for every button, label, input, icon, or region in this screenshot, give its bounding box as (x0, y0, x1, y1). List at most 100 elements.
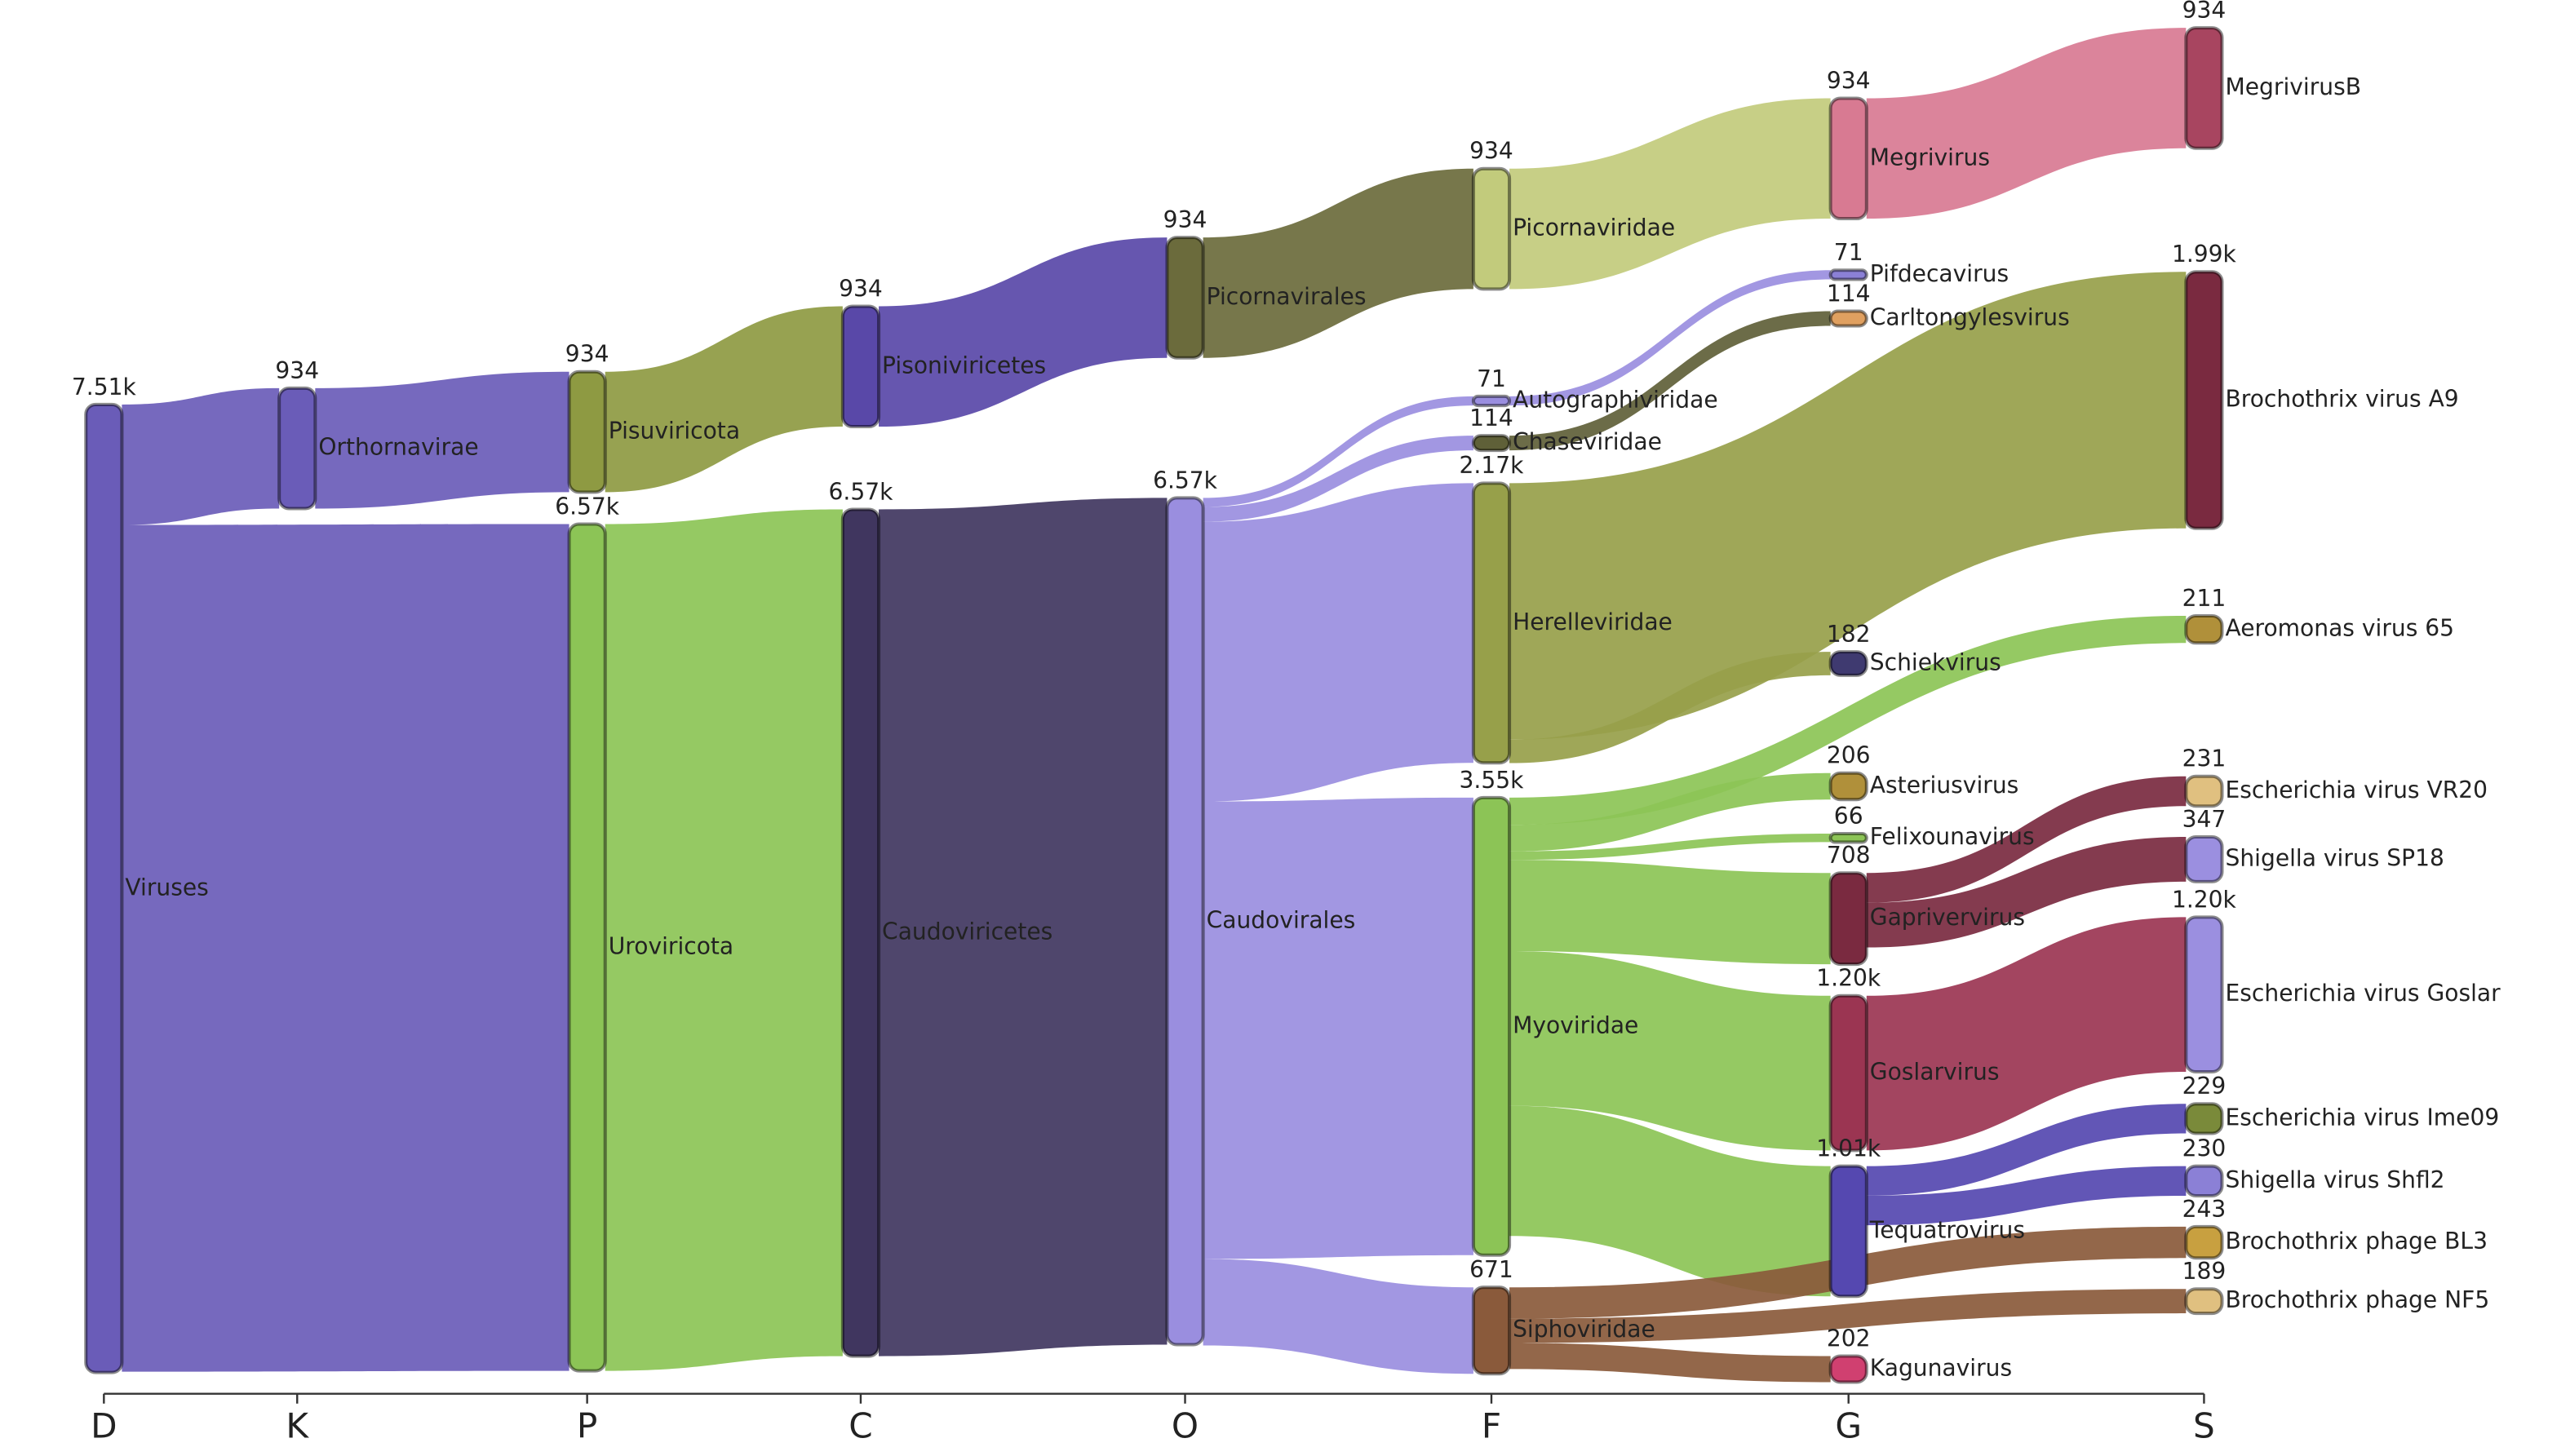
node (567, 370, 607, 494)
node-value: 708 (1827, 842, 1871, 869)
node-label: Picornaviridae (1513, 215, 1675, 241)
node-value: 1.20k (2172, 886, 2237, 913)
node-value: 229 (2182, 1073, 2227, 1100)
link (1203, 168, 1473, 358)
node-value: 934 (1827, 67, 1871, 94)
link (1509, 951, 1831, 1151)
node-label: Tequatrovirus (1869, 1216, 2025, 1243)
axis-label: G (1835, 1405, 1862, 1445)
node (2184, 915, 2224, 1074)
node-label: Goslarvirus (1870, 1059, 2000, 1086)
link (1203, 797, 1473, 1259)
node-label: Shigella virus Shfl2 (2226, 1166, 2445, 1193)
link (879, 498, 1168, 1356)
node (1828, 871, 1868, 967)
links (122, 28, 2187, 1383)
link (1509, 860, 1831, 965)
node-value: 202 (1827, 1325, 1871, 1352)
node-label: Picornavirales (1207, 283, 1367, 310)
nodes (84, 26, 2224, 1384)
node (2184, 1164, 2224, 1197)
link (315, 371, 569, 509)
node-value: 6.57k (1153, 467, 1218, 493)
node (1828, 309, 1868, 328)
link (1866, 1166, 2187, 1226)
node-value: 243 (2182, 1196, 2227, 1223)
link (879, 237, 1168, 427)
node-label: Shigella virus SP18 (2226, 844, 2444, 871)
node (1828, 650, 1868, 677)
link (605, 509, 843, 1371)
axis-label: K (286, 1405, 309, 1445)
node (1471, 795, 1512, 1257)
node (1828, 832, 1868, 844)
node (277, 386, 317, 511)
axis-label: O (1172, 1405, 1199, 1445)
node (2184, 26, 2224, 150)
node-label: Megrivirus (1870, 144, 1990, 170)
node-value: 347 (2182, 806, 2227, 833)
link (1509, 1289, 2187, 1343)
node-value: 189 (2182, 1258, 2227, 1285)
node (1828, 771, 1868, 802)
node-label: Uroviricota (609, 933, 733, 960)
node-label: Escherichia virus VR20 (2226, 777, 2488, 803)
node-label: Schiekvirus (1870, 649, 2001, 676)
node-label: Pisoniviricetes (882, 352, 1046, 378)
node (567, 522, 607, 1373)
node-label: Asteriusvirus (1870, 772, 2018, 799)
node-label: Siphoviridae (1513, 1316, 1655, 1343)
node-value: 7.51k (72, 374, 137, 401)
node-label: Gaprivervirus (1870, 904, 2025, 931)
node-value: 934 (1469, 138, 1513, 165)
link (122, 387, 280, 525)
link (1509, 1343, 1831, 1383)
node-value: 206 (1827, 742, 1871, 769)
node-value: 230 (2182, 1135, 2227, 1162)
link (1866, 1104, 2187, 1196)
node-label: Aeromonas virus 65 (2226, 615, 2455, 642)
link (1203, 396, 1473, 507)
node (2184, 613, 2224, 645)
node (1471, 394, 1512, 408)
labels: Viruses 7.51k Orthornavirae 934 Pisuviricota… (72, 0, 2501, 1381)
node (1828, 1164, 1868, 1299)
link (1509, 652, 1831, 763)
node-label: Chaseviridae (1513, 428, 1662, 455)
link (1203, 1259, 1473, 1374)
node (2184, 1102, 2224, 1135)
axis-label: D (91, 1405, 117, 1445)
node-value: 1.01k (1816, 1135, 1881, 1162)
node-label: Felixounavirus (1870, 823, 2035, 850)
node-value: 934 (565, 341, 609, 368)
node-label: Escherichia virus Goslar (2226, 980, 2501, 1007)
node-label: Orthornavirae (318, 434, 478, 461)
node-label: Pisuviricota (609, 418, 740, 445)
node-label: Escherichia virus Ime09 (2226, 1104, 2500, 1131)
node-value: 6.57k (555, 493, 620, 520)
link (1509, 311, 1831, 451)
link (1509, 834, 1831, 861)
link (1866, 917, 2187, 1151)
node-value: 671 (1469, 1256, 1513, 1283)
link (1203, 436, 1473, 522)
node (1471, 481, 1512, 765)
node-value: 114 (1827, 280, 1871, 307)
link (1866, 28, 2187, 219)
node (2184, 1224, 2224, 1260)
link (1509, 1105, 1831, 1297)
node-label: Brochothrix virus A9 (2226, 386, 2459, 413)
node (1165, 496, 1205, 1347)
node (2184, 1287, 2224, 1316)
link (1509, 272, 2187, 740)
link (605, 306, 843, 493)
node-value: 3.55k (1460, 767, 1525, 794)
node-label: Brochothrix phage BL3 (2226, 1228, 2488, 1255)
link (1509, 270, 1831, 406)
node-value: 934 (1163, 206, 1207, 233)
node-value: 934 (2182, 0, 2227, 24)
node-label: Autographiviridae (1513, 387, 1718, 414)
node-label: Viruses (125, 874, 208, 901)
